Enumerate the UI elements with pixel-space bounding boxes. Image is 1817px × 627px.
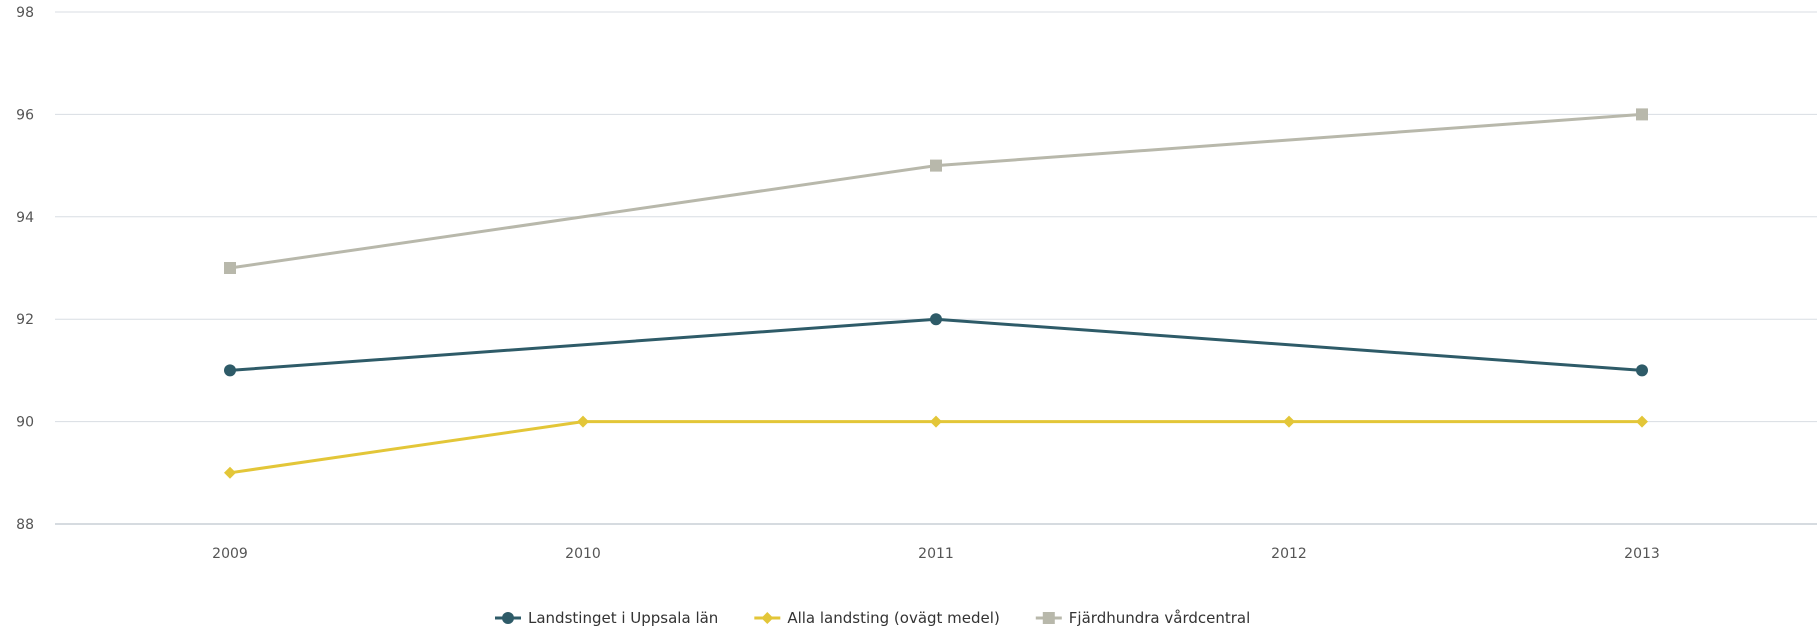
x-tick-label: 2010 xyxy=(565,546,601,562)
legend-label: Fjärdhundra vårdcentral xyxy=(1069,609,1250,627)
y-tick-label: 98 xyxy=(16,5,34,21)
legend: Landstinget i Uppsala län Alla landsting … xyxy=(495,609,1250,627)
x-tick-label: 2012 xyxy=(1271,546,1307,562)
series-line xyxy=(228,112,1644,270)
legend-label: Alla landsting (ovägt medel) xyxy=(787,609,999,627)
legend-marker xyxy=(502,612,514,624)
y-tick-label: 94 xyxy=(16,210,34,226)
data-point xyxy=(930,159,942,172)
y-tick-label: 96 xyxy=(16,107,34,123)
data-point xyxy=(224,466,236,479)
legend-label: Landstinget i Uppsala län xyxy=(528,609,718,627)
y-tick-label: 88 xyxy=(16,517,34,533)
series-3 xyxy=(224,108,1648,274)
data-point xyxy=(1636,415,1648,428)
series-2 xyxy=(224,415,1648,479)
data-point xyxy=(224,262,236,274)
y-tick-label: 92 xyxy=(16,312,34,328)
x-axis-ticks: 2009 2010 2011 2012 2013 xyxy=(212,546,1660,562)
legend-item[interactable]: Landstinget i Uppsala län xyxy=(495,609,718,627)
legend-marker xyxy=(1042,612,1055,624)
series-line xyxy=(228,317,1644,372)
data-point xyxy=(224,364,236,377)
x-tick-label: 2009 xyxy=(212,546,248,562)
data-point xyxy=(1283,415,1295,428)
series xyxy=(224,108,1648,479)
legend-marker xyxy=(761,612,774,624)
grid xyxy=(55,11,1817,525)
legend-item[interactable]: Fjärdhundra vårdcentral xyxy=(1035,609,1250,627)
y-tick-label: 90 xyxy=(16,415,34,431)
data-point xyxy=(930,313,942,326)
legend-item[interactable]: Alla landsting (ovägt medel) xyxy=(754,609,1000,627)
data-point xyxy=(1636,364,1648,377)
data-point xyxy=(930,415,942,428)
x-tick-label: 2013 xyxy=(1624,546,1660,562)
y-axis-ticks: 88 90 92 94 96 98 xyxy=(16,5,34,533)
data-point xyxy=(577,415,589,428)
series-line xyxy=(228,420,1644,475)
x-tick-label: 2011 xyxy=(918,546,954,562)
series-1 xyxy=(224,313,1648,377)
data-point xyxy=(1636,108,1648,121)
